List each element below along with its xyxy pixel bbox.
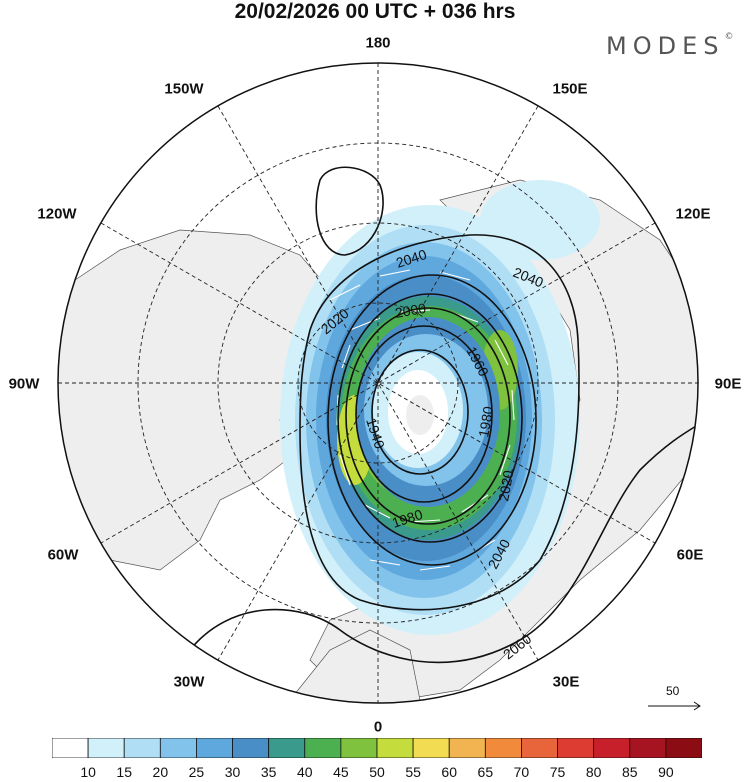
colorbar-swatch [593,738,631,758]
colorbar-swatch [665,738,702,758]
colorbar-swatch [196,738,233,758]
colorbar-swatch [521,738,558,758]
colorbar-swatch [484,738,522,758]
contour-1960 [355,325,493,503]
lon-label-150e: 150E [552,80,588,98]
contour-2000 [337,293,523,543]
colorbar-swatch [412,738,450,758]
colorbar-tick-label: 90 [658,764,674,780]
contour-label: 1980 [475,405,496,439]
colorbar-tick-label: 75 [549,764,566,780]
colorbar-tick-label: 50 [369,764,385,780]
colorbar-tick-label: 35 [260,764,277,780]
colorbar-swatch [629,738,667,758]
map-border [57,62,699,704]
colorbar-swatch [87,738,125,758]
colorbar-swatch [52,738,89,758]
colorbar-swatch [448,738,486,758]
colorbar-swatch [340,738,378,758]
colorbar-tick-label: 85 [621,764,638,780]
contour-1980 [345,307,511,525]
colorbar-tick-label: 10 [80,764,96,780]
colorbar-swatch [159,738,197,758]
colorbar-swatch [376,738,414,758]
colorbar-tick-label: 25 [188,764,205,780]
contour-label: 2000 [394,300,428,321]
colorbar-swatch [123,738,161,758]
lon-label-90e: 90E [714,375,742,393]
colorbar-tick-label: 40 [296,764,313,780]
lon-label-180: 180 [365,34,391,52]
lon-label-30e: 30E [552,673,580,691]
contour-label: 2020 [495,469,516,503]
colorbar-swatch [268,738,306,758]
brand-logo: MODES© [606,32,734,60]
graticule [58,63,698,703]
colorbar-swatch [232,738,270,758]
colorbar-tick-label: 80 [585,764,602,780]
colorbar-tick-label: 15 [116,764,133,780]
colorbar-swatch [304,738,342,758]
colorbar [52,738,702,758]
lon-label-90w: 90W [8,375,40,393]
colorbar-tick-label: 65 [477,764,494,780]
vector-scale-label: 50 [666,684,680,698]
map-title: 20/02/2026 00 UTC + 036 hrs [234,0,516,23]
vector-scale-arrow [648,701,701,711]
colorbar-tick-label: 55 [405,764,421,780]
colorbar-tick-label: 30 [224,764,241,780]
contour-low [315,166,384,256]
contour-2060 [189,419,698,664]
colorbar-tick-label: 20 [152,764,169,780]
lon-label-60e: 60E [676,546,704,564]
contour-2020 [327,274,537,566]
lon-label-60w: 60W [47,546,79,564]
lon-label-120e: 120E [675,205,711,223]
lon-label-30w: 30W [173,673,205,691]
wind-shading [280,180,600,635]
contour-2040 [299,234,580,611]
lon-label-150w: 150W [164,80,204,98]
contour-1940 [371,349,469,475]
colorbar-swatch [557,738,595,758]
height-contours [189,166,698,664]
colorbar-tick-label: 70 [513,764,530,780]
colorbar-tick-label: 45 [333,764,349,780]
lon-label-0: 0 [373,718,383,736]
lon-label-120w: 120W [37,205,77,223]
colorbar-tick-label: 60 [441,764,458,780]
